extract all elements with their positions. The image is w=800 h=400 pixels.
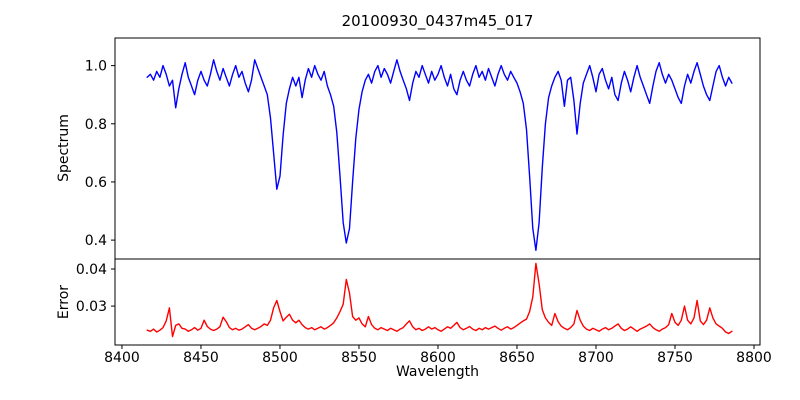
- y-axis-tick-label: 0.03: [76, 299, 107, 315]
- x-axis-tick-label: 8800: [736, 350, 772, 366]
- x-axis-tick-label: 8700: [578, 350, 614, 366]
- y-axis-tick-label: 0.4: [85, 233, 107, 249]
- top-y-axis-label: Spectrum: [56, 114, 72, 182]
- y-axis-tick-label: 0.04: [76, 262, 107, 278]
- spectrum-line: [146, 59, 733, 252]
- y-axis-tick-label: 1.0: [85, 59, 107, 75]
- error-panel: 0.03 0.04 8400 8450 8500 8550 8600 8650 8700 8750…: [76, 258, 772, 366]
- x-axis-tick-label: 8400: [104, 350, 140, 366]
- x-axis-tick-label: 8650: [499, 350, 535, 366]
- y-axis-tick-label: 0.8: [85, 117, 107, 133]
- x-axis-tick-label: 8600: [420, 350, 456, 366]
- x-axis-label: Wavelength: [395, 364, 480, 380]
- chart-title: 20100930_0437m45_017: [341, 12, 534, 30]
- y-axis-tick-label: 0.6: [85, 175, 107, 191]
- error-line: [146, 262, 733, 338]
- x-axis-tick-label: 8500: [262, 350, 298, 366]
- x-axis-tick-label: 8450: [183, 350, 219, 366]
- error-axes-frame: [114, 258, 761, 346]
- x-axis-tick-label: 8550: [341, 350, 377, 366]
- x-axis-tick-label: 8750: [657, 350, 693, 366]
- spectrum-panel: 0.4 0.6 0.8 1.0: [85, 37, 761, 260]
- bottom-y-axis-label: Error: [56, 284, 72, 320]
